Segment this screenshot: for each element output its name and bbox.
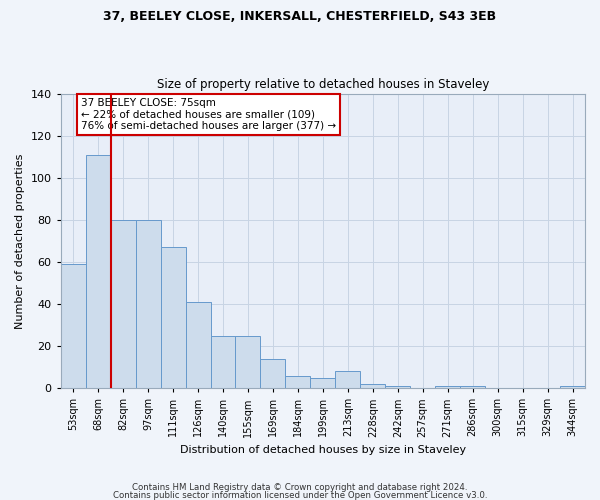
Bar xyxy=(136,220,161,388)
Bar xyxy=(435,386,460,388)
Text: Contains HM Land Registry data © Crown copyright and database right 2024.: Contains HM Land Registry data © Crown c… xyxy=(132,484,468,492)
Bar xyxy=(86,154,110,388)
Bar xyxy=(361,384,385,388)
Bar xyxy=(260,358,286,388)
X-axis label: Distribution of detached houses by size in Staveley: Distribution of detached houses by size … xyxy=(180,445,466,455)
Bar xyxy=(385,386,410,388)
Bar xyxy=(560,386,585,388)
Y-axis label: Number of detached properties: Number of detached properties xyxy=(15,153,25,328)
Bar xyxy=(335,372,361,388)
Bar xyxy=(110,220,136,388)
Bar xyxy=(310,378,335,388)
Bar xyxy=(61,264,86,388)
Bar xyxy=(161,247,185,388)
Bar xyxy=(286,376,310,388)
Text: 37, BEELEY CLOSE, INKERSALL, CHESTERFIELD, S43 3EB: 37, BEELEY CLOSE, INKERSALL, CHESTERFIEL… xyxy=(103,10,497,23)
Bar xyxy=(460,386,485,388)
Bar xyxy=(235,336,260,388)
Text: 37 BEELEY CLOSE: 75sqm
← 22% of detached houses are smaller (109)
76% of semi-de: 37 BEELEY CLOSE: 75sqm ← 22% of detached… xyxy=(80,98,336,131)
Bar xyxy=(211,336,235,388)
Bar xyxy=(185,302,211,388)
Title: Size of property relative to detached houses in Staveley: Size of property relative to detached ho… xyxy=(157,78,489,91)
Text: Contains public sector information licensed under the Open Government Licence v3: Contains public sector information licen… xyxy=(113,490,487,500)
